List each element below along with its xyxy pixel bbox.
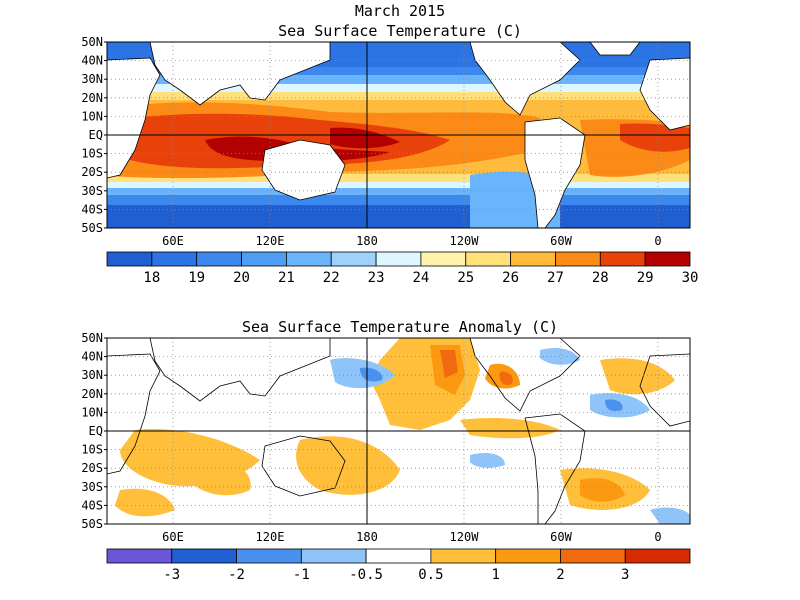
sst-colorbar-swatch bbox=[151, 251, 198, 267]
sst-colorbar-swatch bbox=[420, 251, 467, 267]
anomaly-lon-label: 180 bbox=[356, 530, 378, 544]
sst-colorbar-label: 23 bbox=[368, 270, 385, 286]
sst-colorbar-swatch bbox=[644, 251, 691, 267]
anomaly-colorbar-label: -2 bbox=[228, 567, 245, 583]
anomaly-lat-label: 30S bbox=[81, 480, 103, 494]
anomaly-colorbar-label: 0.5 bbox=[418, 567, 443, 583]
sst-lon-labels: 60E 120E 180 120W 60W 0 bbox=[162, 234, 661, 248]
sst-colorbar-label: 28 bbox=[592, 270, 609, 286]
sst-colorbar-label: 19 bbox=[188, 270, 205, 286]
anomaly-colorbar-label: 2 bbox=[556, 567, 564, 583]
anomaly-colorbar-label: -1 bbox=[293, 567, 310, 583]
sst-lat-label: 40N bbox=[81, 54, 103, 68]
sst-colorbar-swatch bbox=[241, 251, 287, 267]
sst-colorbar-swatch bbox=[106, 251, 153, 267]
sst-colorbar-label: 29 bbox=[637, 270, 654, 286]
anomaly-lon-label: 120W bbox=[450, 530, 480, 544]
anomaly-colorbar-swatch bbox=[560, 548, 626, 564]
sst-colorbar-label: 24 bbox=[412, 270, 429, 286]
anomaly-lon-label: 120E bbox=[256, 530, 285, 544]
sst-map bbox=[107, 42, 690, 228]
anomaly-colorbar-swatch bbox=[365, 548, 432, 564]
sst-title: Sea Surface Temperature (C) bbox=[278, 22, 522, 40]
sst-colorbar-swatch bbox=[599, 251, 646, 267]
anomaly-lat-label: 50S bbox=[81, 517, 103, 531]
anomaly-lon-label: 0 bbox=[654, 530, 661, 544]
anomaly-lat-label: 20S bbox=[81, 461, 103, 475]
anomaly-colorbar-swatch bbox=[171, 548, 237, 564]
anomaly-lat-labels: 50N 40N 30N 20N 10N EQ 10S 20S 30S 40S 50S bbox=[81, 331, 107, 531]
sst-lat-label: 50N bbox=[81, 35, 103, 49]
anomaly-colorbar-label: -0.5 bbox=[349, 567, 383, 583]
anomaly-lat-label: EQ bbox=[89, 424, 103, 438]
sst-lat-label: 30N bbox=[81, 72, 103, 86]
sst-lat-label: 20N bbox=[81, 91, 103, 105]
anomaly-lat-label: 10S bbox=[81, 443, 103, 457]
anomaly-colorbar-label: 3 bbox=[621, 567, 629, 583]
sst-lon-label: 180 bbox=[356, 234, 378, 248]
sst-lat-labels: 50N 40N 30N 20N 10N EQ 10S 20S 30S 40S 50S bbox=[81, 35, 107, 235]
anomaly-lat-label: 40N bbox=[81, 350, 103, 364]
anomaly-colorbar-swatch bbox=[495, 548, 561, 564]
anomaly-lat-label: 10N bbox=[81, 405, 103, 419]
anomaly-lat-label: 20N bbox=[81, 387, 103, 401]
sst-lat-label: 50S bbox=[81, 221, 103, 235]
sst-colorbar-label: 18 bbox=[143, 270, 160, 286]
sst-lon-label: 60W bbox=[550, 234, 572, 248]
anomaly-map bbox=[107, 338, 690, 524]
anomaly-colorbar: -3 -2 -1 -0.5 0.5 1 2 3 bbox=[106, 548, 691, 583]
sst-lat-label: 30S bbox=[81, 184, 103, 198]
anomaly-lon-labels: 60E 120E 180 120W 60W 0 bbox=[162, 530, 661, 544]
anomaly-lon-label: 60W bbox=[550, 530, 572, 544]
sst-lat-label: 10N bbox=[81, 109, 103, 123]
sst-lat-label: 10S bbox=[81, 147, 103, 161]
anomaly-colorbar-swatch bbox=[106, 548, 173, 564]
sst-colorbar-label: 22 bbox=[323, 270, 340, 286]
sst-lon-label: 120E bbox=[256, 234, 285, 248]
sst-lat-label: 20S bbox=[81, 165, 103, 179]
sst-lon-label: 60E bbox=[162, 234, 184, 248]
sst-colorbar-label: 25 bbox=[457, 270, 474, 286]
sst-colorbar-label: 27 bbox=[547, 270, 564, 286]
sst-colorbar-label: 21 bbox=[278, 270, 295, 286]
anomaly-lon-label: 60E bbox=[162, 530, 184, 544]
anomaly-colorbar-swatch bbox=[430, 548, 497, 564]
sst-lon-label: 0 bbox=[654, 234, 661, 248]
sst-lat-label: 40S bbox=[81, 202, 103, 216]
sst-colorbar-swatch bbox=[510, 251, 556, 267]
sst-colorbar-label: 30 bbox=[682, 270, 699, 286]
sst-colorbar-swatch bbox=[465, 251, 512, 267]
anomaly-colorbar-swatch bbox=[300, 548, 367, 564]
sst-colorbar-swatch bbox=[196, 251, 242, 267]
sst-lon-label: 120W bbox=[450, 234, 480, 248]
sst-lat-label: EQ bbox=[89, 128, 103, 142]
anomaly-lat-label: 40S bbox=[81, 498, 103, 512]
sst-colorbar-swatch bbox=[285, 251, 332, 267]
sst-colorbar-label: 20 bbox=[233, 270, 250, 286]
anomaly-colorbar-label: -3 bbox=[163, 567, 180, 583]
anomaly-colorbar-label: 1 bbox=[491, 567, 499, 583]
sst-colorbar: 18 19 20 21 22 23 24 25 26 27 28 29 30 bbox=[106, 251, 699, 286]
month-title: March 2015 bbox=[355, 2, 445, 20]
anomaly-title: Sea Surface Temperature Anomaly (C) bbox=[242, 318, 558, 336]
anomaly-lat-label: 30N bbox=[81, 368, 103, 382]
sst-colorbar-swatch bbox=[555, 251, 601, 267]
anomaly-colorbar-swatch bbox=[236, 548, 302, 564]
sst-colorbar-swatch bbox=[330, 251, 377, 267]
anomaly-colorbar-swatch bbox=[624, 548, 691, 564]
anomaly-lat-label: 50N bbox=[81, 331, 103, 345]
sst-colorbar-label: 26 bbox=[502, 270, 519, 286]
sst-colorbar-swatch bbox=[375, 251, 422, 267]
